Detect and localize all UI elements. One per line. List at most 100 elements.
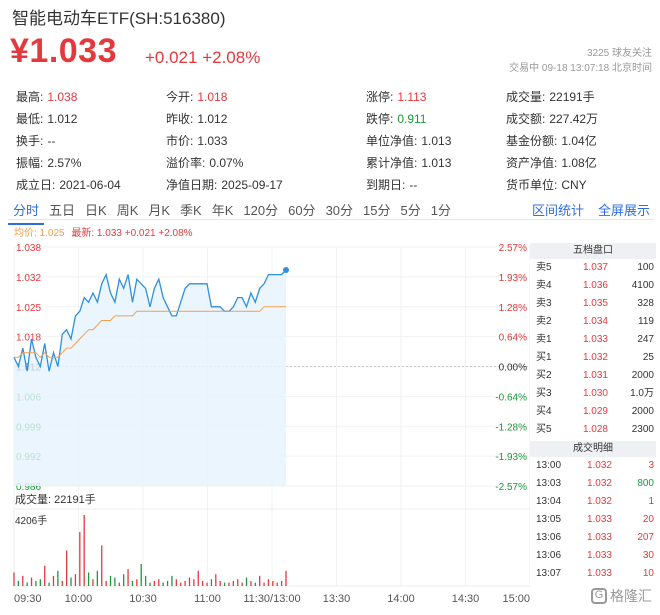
order-level-label: 卖5: [536, 262, 552, 273]
tab-period[interactable]: 年K: [211, 203, 234, 218]
order-volume: 119: [638, 316, 654, 327]
trade-volume: 1: [648, 496, 654, 507]
x-tick: 10:30: [129, 593, 157, 605]
latest-price-legend: 最新: 1.033 +0.021 +2.08%: [71, 228, 193, 239]
trade-row: 13:06 1.033 30: [530, 547, 656, 565]
stat-cell: 单位净值: 1.013: [366, 132, 506, 149]
stat-value: 0.911: [397, 111, 427, 126]
stat-value: 0.07%: [209, 155, 244, 170]
order-price: 1.035: [582, 298, 608, 309]
stat-cell: 今开: 1.018: [166, 88, 366, 105]
avg-price-legend: 均价: 1.025: [14, 228, 65, 239]
trade-price: 1.033: [586, 568, 612, 579]
order-book-row: 买3 1.030 1.0万: [530, 385, 656, 403]
stat-cell: 溢价率: 0.07%: [166, 154, 366, 171]
tab-period[interactable]: 周K: [116, 203, 139, 218]
stat-cell: 涨停: 1.113: [366, 88, 506, 105]
stat-label: 成立日:: [16, 177, 56, 192]
stat-value: 1.08亿: [561, 155, 597, 170]
stat-label: 振幅:: [16, 155, 44, 170]
trade-time: 13:05: [536, 514, 562, 525]
x-tick: 14:30: [452, 593, 480, 605]
tab-period[interactable]: 五日: [49, 203, 76, 218]
stat-label: 溢价率:: [166, 155, 206, 170]
trade-status: 交易中 09-18 13:07:18 北京时间: [509, 63, 652, 74]
stats-row: 成立日: 2021-06-04 净值日期: 2025-09-17 到期日: -- 货币单位:…: [16, 173, 656, 195]
trade-price: 1.032: [586, 496, 612, 507]
tab-period[interactable]: 60分: [288, 203, 316, 218]
followers-count[interactable]: 3225 球友关注: [586, 48, 652, 59]
order-level-label: 卖1: [536, 334, 552, 345]
tab-period[interactable]: 季K: [180, 203, 202, 218]
tab-period[interactable]: 120分: [243, 203, 279, 218]
tab-period[interactable]: 分时: [8, 198, 45, 225]
stat-value: 1.04亿: [561, 133, 597, 148]
volume-label: 成交量: 22191手: [15, 492, 96, 506]
stat-label: 基金份额:: [506, 133, 558, 148]
y-tick-right: 0.00%: [499, 363, 527, 374]
x-tick: 11:30/13:00: [243, 593, 300, 605]
stat-cell: 到期日: --: [366, 176, 506, 193]
security-title: 智能电动车ETF(SH:516380): [12, 9, 226, 28]
stat-value: 1.012: [197, 111, 228, 126]
trade-price: 1.033: [586, 550, 612, 561]
y-tick-right: 1.28%: [499, 303, 527, 314]
y-tick-right: 1.93%: [499, 273, 527, 284]
tab-period[interactable]: 1分: [430, 203, 451, 218]
period-tabs: 分时 五日 日K 周K 月K 季K 年K 120分 60分 30分 15分 5分 1分: [8, 198, 456, 225]
y-tick-left: 1.038: [16, 243, 41, 254]
stat-value: 1.018: [197, 89, 228, 104]
tab-period[interactable]: 15分: [363, 203, 391, 218]
order-volume: 247: [637, 334, 654, 345]
fullscreen-link[interactable]: 全屏展示: [597, 203, 650, 218]
stat-label: 到期日:: [366, 177, 406, 192]
order-volume: 1.0万: [630, 388, 654, 399]
y-tick-left: 0.986: [16, 482, 41, 493]
order-price: 1.030: [582, 388, 608, 399]
trade-row: 13:06 1.033 207: [530, 529, 656, 547]
stat-value: 1.033: [197, 133, 228, 148]
trade-volume: 20: [642, 514, 654, 525]
y-tick-right: -2.57%: [495, 482, 527, 493]
tab-period[interactable]: 30分: [325, 203, 354, 218]
y-tick-right: -0.64%: [495, 392, 527, 403]
stat-value: 227.42万: [549, 111, 599, 126]
trade-price: 1.033: [586, 514, 612, 525]
trade-volume: 207: [637, 532, 654, 543]
stat-cell: 成立日: 2021-06-04: [16, 176, 166, 193]
stat-cell: 净值日期: 2025-09-17: [166, 176, 366, 193]
order-volume: 328: [637, 298, 654, 309]
tab-period[interactable]: 5分: [400, 203, 421, 218]
order-book-row: 买1 1.032 25: [530, 349, 656, 367]
trade-time: 13:04: [536, 496, 562, 507]
trade-row: 13:04 1.032 1: [530, 493, 656, 511]
stat-label: 换手:: [16, 133, 44, 148]
stat-label: 成交额:: [506, 111, 546, 126]
range-stats-link[interactable]: 区间统计: [531, 203, 584, 218]
order-level-label: 买2: [536, 370, 552, 381]
order-book-row: 卖3 1.035 328: [530, 295, 656, 313]
stat-cell: 昨收: 1.012: [166, 110, 366, 127]
trades-title: 成交明细: [530, 441, 656, 457]
trade-volume: 10: [642, 568, 654, 579]
order-book-row: 买2 1.031 2000: [530, 367, 656, 385]
order-book-panel: 五档盘口 卖5 1.037 100 卖4 1.036 4100 卖3 1.035 328 卖2 1.…: [530, 243, 656, 583]
stat-label: 昨收:: [166, 111, 194, 126]
stat-cell: 累计净值: 1.013: [366, 154, 506, 171]
avg-price-line: [14, 306, 286, 359]
stat-value: 1.013: [421, 133, 452, 148]
stat-label: 今开:: [166, 89, 194, 104]
order-volume: 2000: [631, 370, 654, 381]
order-level-label: 卖4: [536, 280, 552, 291]
order-level-label: 买1: [536, 352, 552, 363]
trade-time: 13:06: [536, 550, 562, 561]
order-price: 1.033: [582, 334, 608, 345]
trade-row: 13:05 1.033 20: [530, 511, 656, 529]
y-tick-left: 1.032: [16, 273, 41, 284]
order-price: 1.032: [582, 352, 608, 363]
current-price: ¥1.033: [10, 32, 117, 70]
tab-period[interactable]: 日K: [85, 203, 107, 218]
order-book-row: 卖4 1.036 4100: [530, 277, 656, 295]
intraday-chart[interactable]: 1.0381.0321.0251.0181.0121.0060.9990.992…: [0, 236, 530, 615]
tab-period[interactable]: 月K: [148, 203, 171, 218]
